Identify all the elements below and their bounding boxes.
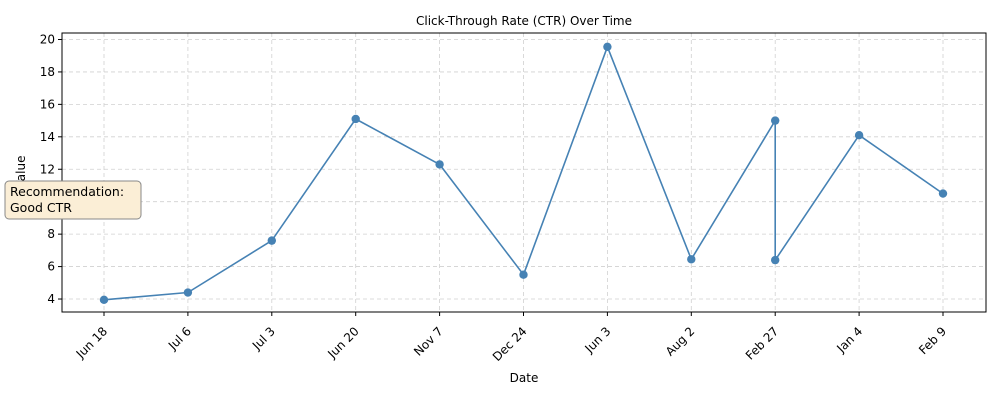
y-tick-label: 12 [40, 162, 55, 176]
data-point [519, 270, 528, 279]
data-point [351, 114, 360, 124]
x-tick-label: Dec 24 [490, 324, 530, 364]
data-point [603, 42, 612, 51]
y-tick-label: 6 [47, 260, 55, 274]
annotation-line-1: Recommendation: [10, 184, 124, 199]
data-point [687, 255, 696, 264]
x-tick-label: Jan 4 [833, 324, 865, 356]
data-point [183, 288, 193, 297]
y-tick-label: 18 [40, 65, 55, 79]
y-tick-label: 14 [40, 130, 55, 144]
x-tick-label: Nov 7 [411, 324, 446, 359]
y-tick-label: 8 [47, 227, 55, 241]
grid-layer [62, 33, 986, 312]
x-tick-label: Feb 27 [743, 324, 781, 362]
chart-title: Click-Through Rate (CTR) Over Time [416, 14, 632, 28]
data-point [99, 295, 109, 305]
data-point [771, 255, 780, 265]
x-tick-label: Jul 3 [249, 324, 278, 353]
data-point [771, 116, 780, 125]
series-layer [99, 42, 948, 305]
x-axis-title: Date [510, 371, 539, 385]
annotation-line-2: Good CTR [10, 200, 72, 215]
plot-frame [61, 32, 987, 313]
data-point [854, 130, 864, 140]
ctr-series-line [103, 45, 944, 301]
y-axis-title: Value [14, 156, 28, 189]
x-tick-label: Jun 18 [73, 324, 110, 361]
x-tick-label: Jun 3 [582, 324, 614, 356]
recommendation-annotation: Recommendation: Good CTR [4, 180, 142, 220]
x-tick-label: Jun 20 [324, 324, 361, 361]
annotation-box [4, 180, 142, 220]
data-point [267, 236, 276, 245]
y-tick-label: 16 [40, 97, 55, 111]
data-point [435, 160, 444, 169]
x-tick-label: Jul 6 [165, 324, 194, 353]
x-tick-label: Aug 2 [663, 324, 698, 359]
y-tick-label: 20 [40, 32, 55, 46]
data-point [938, 189, 948, 198]
x-tick-label: Feb 9 [916, 324, 949, 357]
y-tick-label: 4 [47, 292, 55, 306]
